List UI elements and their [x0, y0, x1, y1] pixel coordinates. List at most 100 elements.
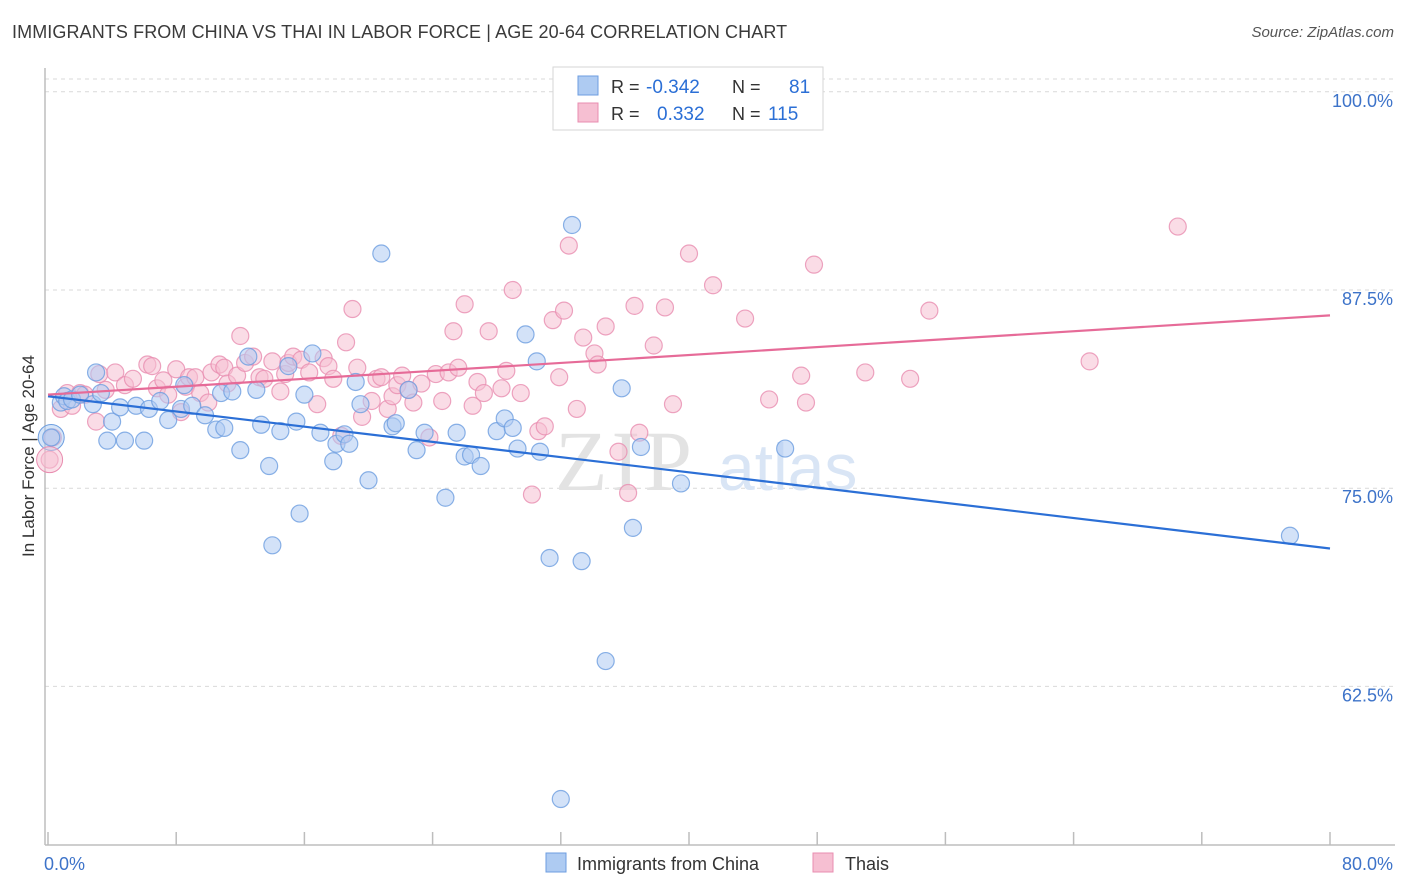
data-point: [474, 383, 493, 403]
chart-title: IMMIGRANTS FROM CHINA VS THAI IN LABOR F…: [12, 22, 788, 42]
data-point: [804, 255, 824, 274]
data-point: [631, 437, 651, 457]
data-point: [1168, 217, 1187, 236]
legend-r-label-china: R =: [611, 77, 640, 97]
data-point: [415, 423, 434, 442]
legend-swatch-thais: [577, 102, 599, 123]
data-point: [574, 328, 593, 347]
data-point: [359, 471, 378, 490]
y-tick-label: 75.0%: [1342, 487, 1393, 507]
data-point: [588, 355, 607, 374]
data-point: [295, 385, 314, 404]
data-point: [516, 325, 535, 344]
legend-n-label-thais: N =: [732, 104, 761, 124]
data-point: [663, 395, 683, 414]
y-tick-labels: 62.5% 75.0% 87.5% 100.0%: [1332, 91, 1393, 706]
data-point: [856, 363, 875, 382]
y-tick-label: 100.0%: [1332, 91, 1393, 111]
data-point: [340, 434, 359, 453]
data-point: [102, 412, 122, 431]
data-point-cluster: [36, 446, 64, 474]
data-point: [1280, 526, 1300, 545]
data-point: [42, 428, 61, 447]
data-point: [447, 423, 466, 442]
data-point: [572, 552, 591, 571]
data-point: [372, 244, 391, 263]
data-point: [151, 391, 170, 411]
data-point: [239, 347, 258, 366]
data-point: [279, 357, 298, 376]
data-point: [644, 336, 663, 355]
data-point: [551, 789, 570, 809]
bottom-legend: Immigrants from China Thais: [545, 852, 889, 874]
data-point: [123, 369, 143, 388]
data-point: [596, 317, 615, 336]
data-point: [619, 483, 638, 503]
legend-n-value-thais: 115: [768, 104, 798, 125]
y-tick-label: 62.5%: [1342, 685, 1393, 705]
data-point: [623, 518, 643, 537]
data-point: [540, 548, 559, 568]
trend-line: [47, 314, 1331, 396]
data-point: [343, 299, 362, 319]
bottom-legend-label-china: Immigrants from China: [577, 854, 760, 874]
data-point: [252, 415, 271, 434]
data-point: [492, 379, 511, 398]
data-point: [287, 412, 306, 431]
bottom-legend-swatch-china: [545, 852, 567, 873]
data-point: [106, 363, 125, 382]
data-point: [796, 393, 816, 412]
data-point: [792, 366, 811, 385]
legend-n-value-china: 81: [789, 77, 810, 98]
data-point: [559, 236, 578, 255]
trend-line: [47, 395, 1331, 550]
china-points: [42, 215, 1300, 809]
data-point: [503, 280, 522, 300]
data-point: [231, 441, 250, 460]
data-point: [324, 369, 343, 388]
x-tick-label-min: 0.0%: [44, 854, 85, 874]
data-point: [86, 412, 106, 431]
source-label: Source: ZipAtlas.com: [1251, 24, 1394, 41]
legend-n-label-china: N =: [732, 77, 761, 97]
data-point: [527, 352, 546, 371]
data-point: [263, 352, 282, 371]
data-point: [612, 379, 631, 398]
data-point: [386, 414, 405, 433]
data-point: [407, 441, 426, 460]
data-point: [135, 431, 154, 450]
data-point: [336, 333, 356, 352]
data-point: [625, 296, 644, 315]
data-point: [231, 326, 250, 346]
data-point: [735, 309, 755, 328]
data-point: [776, 439, 795, 458]
x-ticks: [47, 832, 1331, 845]
data-point: [530, 442, 550, 461]
data-point: [503, 418, 522, 438]
data-point: [703, 276, 723, 295]
data-point: [554, 301, 574, 320]
data-point: [508, 439, 527, 458]
y-axis-title: In Labor Force | Age 20-64: [19, 355, 38, 557]
data-point: [98, 431, 117, 450]
data-point: [433, 391, 452, 411]
data-point: [1080, 352, 1099, 371]
y-tick-label: 87.5%: [1342, 289, 1393, 309]
data-point: [86, 363, 106, 382]
data-point: [271, 382, 290, 401]
x-tick-label-max: 80.0%: [1342, 854, 1393, 874]
data-point: [215, 418, 234, 438]
data-point: [596, 651, 615, 671]
data-point: [303, 344, 322, 363]
data-point: [671, 474, 691, 493]
data-point: [455, 295, 474, 314]
data-point: [535, 417, 554, 436]
data-point: [550, 368, 569, 387]
legend-r-value-thais: 0.332: [657, 104, 705, 125]
data-point: [308, 395, 327, 414]
data-point: [324, 452, 343, 471]
data-point: [247, 380, 266, 399]
data-point: [115, 431, 135, 450]
data-point: [679, 244, 699, 263]
data-point: [300, 363, 319, 382]
